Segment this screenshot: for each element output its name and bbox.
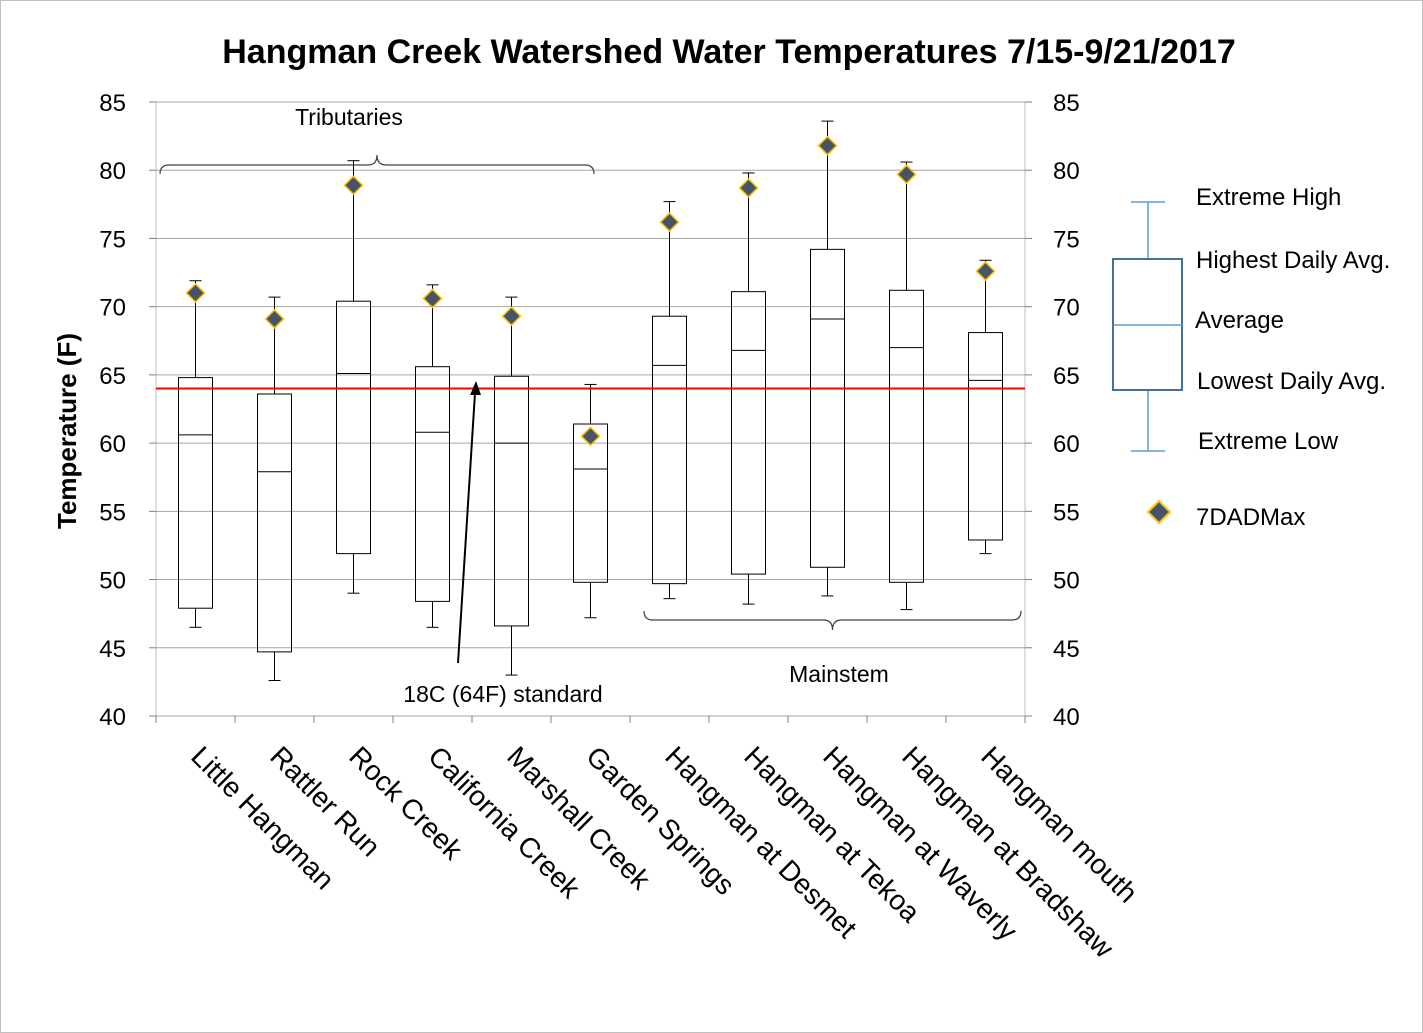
- mainstem-label: Mainstem: [789, 661, 889, 687]
- 7dadmax-marker: [264, 308, 285, 330]
- y2-tick-label: 65: [1053, 363, 1080, 390]
- 7dadmax-marker: [975, 261, 996, 282]
- y2-tick-label: 50: [1053, 568, 1080, 595]
- daily-avg-box: [810, 248, 845, 568]
- plot-layer: [156, 120, 1025, 682]
- 7dadmax-marker: [738, 177, 759, 199]
- tributaries-brace: [159, 154, 595, 175]
- y2-tick-label: 55: [1053, 499, 1080, 526]
- mainstem-brace: [643, 610, 1022, 631]
- daily-avg-box: [652, 315, 687, 585]
- y2-tick-label: 60: [1053, 431, 1080, 458]
- daily-avg-box: [336, 300, 371, 555]
- y-tick-label: 70: [99, 295, 126, 322]
- y2-tick-label: 85: [1053, 90, 1080, 117]
- y2-tick-label: 80: [1053, 158, 1080, 185]
- legend-label: 7DADMax: [1196, 504, 1305, 531]
- y2-tick-label: 40: [1053, 704, 1080, 731]
- 7dadmax-marker: [185, 282, 206, 304]
- legend-label: Extreme High: [1196, 184, 1341, 211]
- daily-avg-box: [968, 332, 1003, 541]
- y-tick-label: 65: [99, 363, 126, 390]
- standard-label: 18C (64F) standard: [403, 681, 602, 707]
- y2-tick-label: 75: [1053, 226, 1080, 253]
- standard-arrow-head: [470, 381, 481, 395]
- y-tick-label: 40: [99, 704, 126, 731]
- y2-tick-label: 45: [1053, 636, 1080, 663]
- legend-label: Lowest Daily Avg.: [1197, 368, 1386, 395]
- y-axis-label: Temperature (F): [52, 333, 82, 529]
- daily-avg-box: [178, 377, 213, 609]
- daily-avg-box: [731, 291, 766, 575]
- standard-arrow-shaft: [457, 392, 476, 664]
- y-tick-label: 60: [99, 431, 126, 458]
- daily-avg-box: [494, 375, 529, 627]
- daily-avg-box: [889, 289, 924, 583]
- daily-avg-box: [573, 423, 608, 583]
- daily-avg-box: [257, 393, 292, 653]
- x-category-label: Marshall Creek: [501, 740, 657, 896]
- y-tick-label: 50: [99, 568, 126, 595]
- daily-avg-box: [415, 366, 450, 602]
- annotation-layer: Tributaries Mainstem 18C (64F) standard: [159, 104, 1022, 707]
- 7dadmax-marker: [422, 288, 443, 309]
- 7dadmax-marker: [580, 426, 601, 447]
- legend-label: Average: [1195, 307, 1284, 334]
- y-tick-label: 45: [99, 636, 126, 663]
- y2-tick-label: 70: [1053, 295, 1080, 322]
- 7dadmax-marker: [343, 175, 364, 196]
- x-category-label: Little Hangman: [185, 740, 340, 895]
- legend-7dadmax-marker: [1146, 499, 1172, 525]
- 7dadmax-marker: [659, 212, 680, 233]
- legend-label: Extreme Low: [1198, 428, 1339, 455]
- 7dadmax-marker: [501, 306, 522, 327]
- 7dadmax-marker: [896, 164, 917, 185]
- chart-title: Hangman Creek Watershed Water Temperatur…: [222, 33, 1236, 71]
- tributaries-label: Tributaries: [295, 104, 403, 130]
- legend-label: Highest Daily Avg.: [1196, 247, 1390, 274]
- y-tick-label: 75: [99, 226, 126, 253]
- y-tick-label: 80: [99, 158, 126, 185]
- legend: Extreme High Highest Daily Avg. Average Low…: [1112, 184, 1390, 531]
- y-tick-label: 55: [99, 499, 126, 526]
- y-tick-label: 85: [99, 90, 126, 117]
- 7dadmax-marker: [817, 135, 838, 156]
- grid-layer: 40 40 45 45 50 50 55 55 60 60 65 65 70 70 75 75 80 80 85 85…: [99, 90, 1143, 964]
